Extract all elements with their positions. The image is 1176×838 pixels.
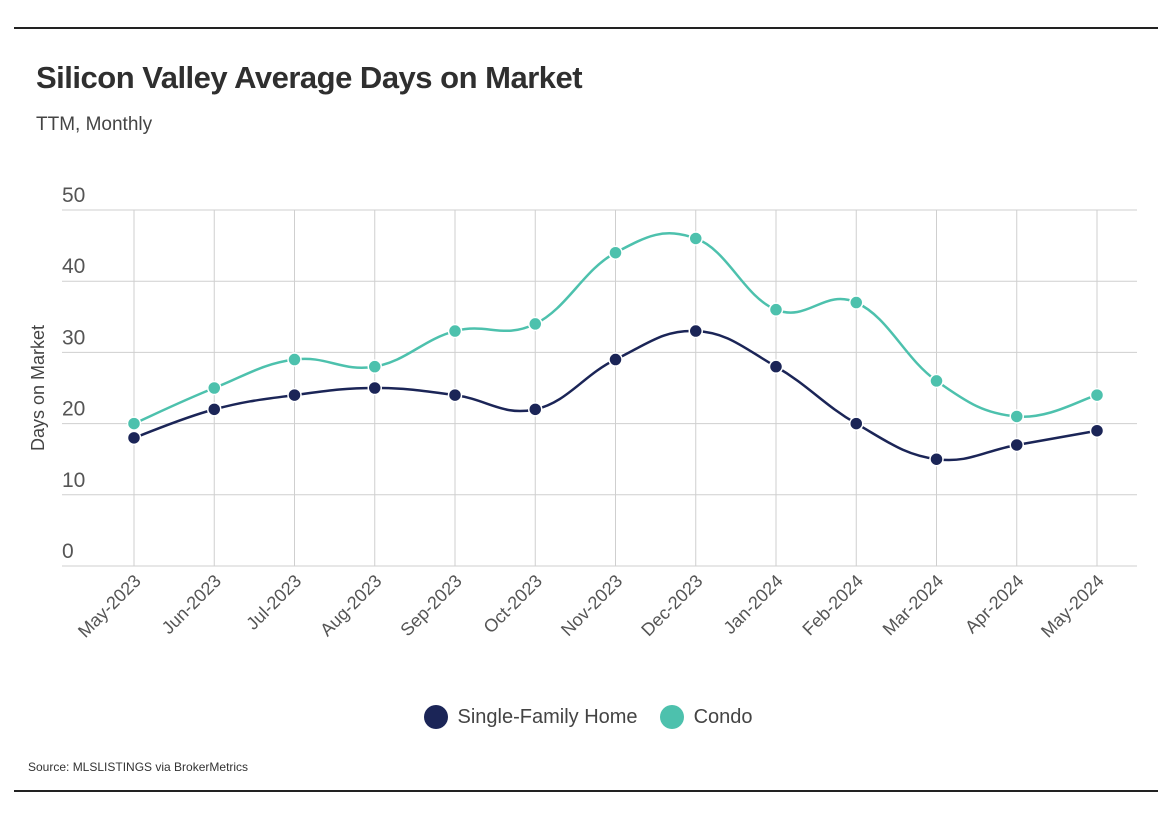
- x-tick-label: Dec-2023: [637, 571, 706, 640]
- data-point-single-family[interactable]: [287, 387, 302, 403]
- data-point-single-family[interactable]: [207, 402, 222, 417]
- y-tick-label: 20: [62, 398, 85, 421]
- x-tick-label: Feb-2024: [798, 571, 867, 640]
- data-point-single-family[interactable]: [1009, 437, 1024, 453]
- data-point-single-family[interactable]: [849, 416, 864, 431]
- x-tick-label: Oct-2023: [480, 571, 547, 638]
- y-tick-label: 10: [62, 469, 85, 492]
- data-point-condo[interactable]: [768, 302, 784, 317]
- data-point-condo[interactable]: [849, 295, 864, 310]
- data-point-condo[interactable]: [287, 352, 302, 367]
- data-point-condo[interactable]: [367, 359, 382, 374]
- x-tick-label: Sep-2023: [396, 571, 465, 640]
- top-rule: [14, 27, 1158, 29]
- series-single-family: [126, 323, 1105, 467]
- y-tick-label: 30: [62, 326, 85, 349]
- x-tick-label: Aug-2023: [316, 571, 385, 640]
- x-tick-label: Apr-2024: [961, 571, 1028, 638]
- series: [126, 231, 1105, 467]
- x-tick-label: Mar-2024: [879, 571, 948, 640]
- data-point-single-family[interactable]: [126, 430, 142, 446]
- y-tick-label: 50: [62, 184, 85, 207]
- bottom-rule: [14, 790, 1158, 792]
- x-tick-label: Jul-2023: [242, 571, 305, 634]
- data-point-condo[interactable]: [528, 316, 543, 332]
- data-point-single-family[interactable]: [688, 323, 703, 339]
- y-tick-label: 40: [62, 255, 85, 278]
- x-tick-label: Nov-2023: [557, 571, 626, 640]
- data-point-single-family[interactable]: [768, 359, 784, 374]
- data-point-single-family[interactable]: [367, 380, 382, 396]
- x-tick-label: May-2024: [1037, 571, 1108, 642]
- x-tick-label: Jun-2023: [158, 571, 225, 638]
- data-point-single-family[interactable]: [447, 387, 463, 403]
- data-point-condo[interactable]: [608, 245, 623, 260]
- legend-swatch-single-family: [423, 705, 448, 729]
- data-point-condo[interactable]: [126, 416, 142, 431]
- data-point-condo[interactable]: [207, 380, 222, 396]
- data-point-condo[interactable]: [929, 373, 944, 389]
- chart-title: Silicon Valley Average Days on Market: [36, 60, 583, 95]
- chart-subtitle: TTM, Monthly: [36, 114, 153, 135]
- line-chart: 0 10 20 30 40 50 May-2023 Jun-2023 Jul-2023 Aug-…: [28, 184, 1137, 642]
- legend-label-single-family: Single-Family Home: [457, 705, 638, 728]
- y-tick-labels: 0 10 20 30 40 50: [62, 184, 85, 563]
- x-tick-label: May-2023: [74, 571, 145, 642]
- source-note: Source: MLSLISTINGS via BrokerMetrics: [28, 760, 249, 774]
- data-point-condo[interactable]: [1009, 409, 1024, 424]
- data-point-condo[interactable]: [447, 323, 463, 339]
- legend: Single-Family Home Condo: [0, 705, 1176, 729]
- y-axis-title: Days on Market: [28, 325, 48, 451]
- data-point-single-family[interactable]: [608, 352, 623, 367]
- y-tick-label: 0: [62, 540, 74, 563]
- data-point-single-family[interactable]: [1089, 423, 1105, 438]
- data-point-single-family[interactable]: [929, 451, 944, 467]
- legend-swatch-condo: [659, 705, 684, 729]
- legend-item-single-family[interactable]: Single-Family Home: [423, 705, 638, 729]
- data-point-single-family[interactable]: [528, 402, 543, 417]
- legend-label-condo: Condo: [693, 705, 753, 728]
- data-point-condo[interactable]: [688, 231, 703, 246]
- x-tick-label: Jan-2024: [720, 571, 787, 638]
- x-tick-labels: May-2023 Jun-2023 Jul-2023 Aug-2023 Sep-2023…: [74, 571, 1108, 642]
- legend-item-condo[interactable]: Condo: [659, 705, 753, 729]
- series-condo: [126, 231, 1105, 431]
- data-point-condo[interactable]: [1089, 387, 1105, 403]
